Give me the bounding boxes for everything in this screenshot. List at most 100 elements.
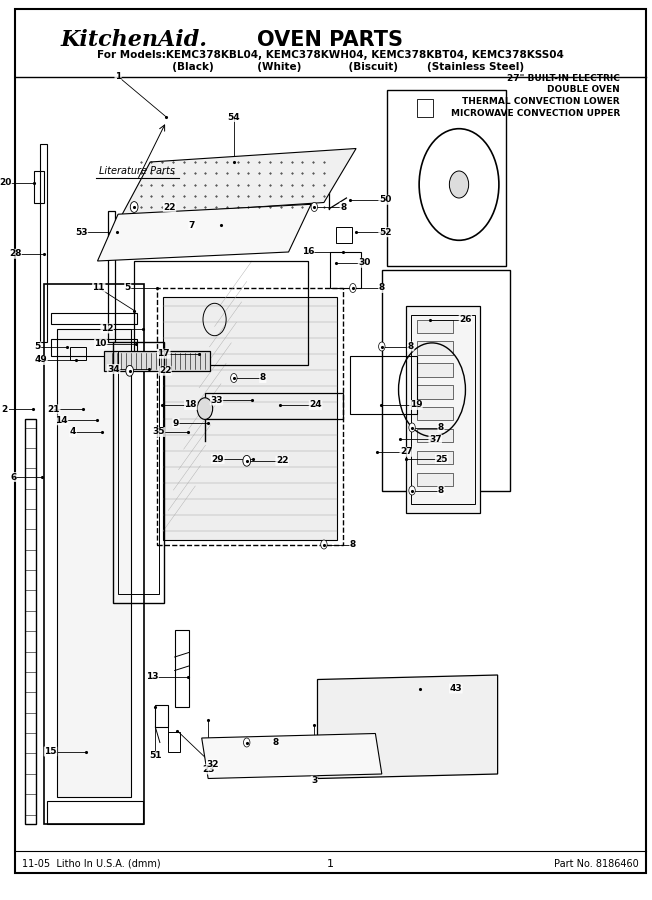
Bar (44, 284, 144, 824)
Bar (406, 306, 481, 513)
Bar (50, 313, 138, 324)
Bar (163, 297, 337, 540)
Text: 6: 6 (10, 472, 16, 482)
Bar (134, 261, 308, 365)
Bar (387, 90, 506, 266)
Text: 20: 20 (0, 178, 12, 187)
Bar (175, 630, 189, 707)
Text: THERMAL CONVECTION LOWER: THERMAL CONVECTION LOWER (462, 97, 620, 106)
Text: 19: 19 (409, 400, 422, 410)
Bar (417, 428, 452, 442)
Circle shape (311, 202, 318, 211)
Bar (40, 144, 48, 342)
Text: 13: 13 (146, 672, 158, 681)
Circle shape (130, 202, 138, 212)
Text: 28: 28 (9, 249, 22, 258)
Text: 11-05  Litho In U.S.A. (dmm): 11-05 Litho In U.S.A. (dmm) (22, 859, 160, 869)
Circle shape (243, 455, 250, 466)
Bar (25, 418, 37, 824)
Bar (417, 451, 452, 464)
Polygon shape (98, 204, 311, 261)
Polygon shape (121, 148, 356, 216)
Text: 24: 24 (309, 400, 322, 410)
Bar (349, 356, 417, 414)
Bar (417, 341, 452, 355)
Text: DOUBLE OVEN: DOUBLE OVEN (547, 86, 620, 94)
Bar (118, 351, 158, 594)
Bar (417, 364, 452, 377)
Text: 8: 8 (273, 738, 279, 747)
Text: 8: 8 (408, 342, 414, 351)
Text: 2: 2 (1, 405, 7, 414)
Polygon shape (201, 734, 382, 778)
Bar (48, 801, 143, 824)
Bar (411, 315, 475, 504)
Bar (57, 328, 131, 796)
Text: 16: 16 (302, 248, 314, 256)
Bar (417, 407, 452, 420)
Text: OVEN PARTS: OVEN PARTS (258, 31, 404, 50)
Circle shape (379, 342, 385, 351)
Bar (155, 705, 168, 727)
Circle shape (409, 486, 415, 495)
Bar (35, 171, 44, 202)
Text: 49: 49 (35, 356, 47, 364)
Text: 22: 22 (163, 202, 176, 211)
Circle shape (231, 374, 237, 382)
Text: 26: 26 (459, 315, 471, 324)
Text: Literature Parts: Literature Parts (99, 166, 175, 176)
Text: 1: 1 (327, 859, 334, 869)
Text: 34: 34 (108, 364, 120, 373)
Text: 7: 7 (189, 220, 195, 230)
Circle shape (349, 284, 356, 292)
Text: 8: 8 (259, 374, 266, 382)
Text: 4: 4 (70, 428, 76, 436)
Text: 3: 3 (311, 776, 318, 785)
Bar (417, 472, 452, 486)
Bar (50, 339, 138, 356)
Text: For Models:KEMC378KBL04, KEMC378KWH04, KEMC378KBT04, KEMC378KSS04: For Models:KEMC378KBL04, KEMC378KWH04, K… (97, 50, 564, 60)
Bar (336, 227, 351, 243)
Bar (417, 320, 452, 333)
Text: 11: 11 (93, 284, 105, 292)
Text: 27: 27 (400, 447, 413, 456)
Text: 53: 53 (75, 228, 87, 237)
Text: 9: 9 (173, 418, 179, 427)
Text: KitchenAid.: KitchenAid. (60, 30, 207, 51)
Bar (331, 252, 361, 288)
Text: 54: 54 (228, 112, 240, 122)
Bar (417, 99, 434, 117)
Bar (205, 393, 343, 419)
Text: MICROWAVE CONVECTION UPPER: MICROWAVE CONVECTION UPPER (451, 109, 620, 118)
Text: 52: 52 (379, 228, 391, 237)
Text: 12: 12 (101, 324, 113, 333)
Text: 32: 32 (207, 760, 219, 769)
Text: 5: 5 (125, 284, 131, 292)
Bar (382, 270, 511, 491)
Text: 33: 33 (210, 396, 223, 405)
Text: Part No. 8186460: Part No. 8186460 (554, 859, 639, 869)
Text: 43: 43 (449, 684, 462, 693)
Text: 21: 21 (48, 405, 60, 414)
Text: 25: 25 (436, 454, 448, 464)
Text: 8: 8 (438, 486, 444, 495)
Text: 1: 1 (115, 72, 121, 81)
Text: 17: 17 (157, 349, 170, 358)
Circle shape (243, 738, 250, 747)
Text: 23: 23 (202, 765, 215, 774)
Text: 27" BUILT-IN ELECTRIC: 27" BUILT-IN ELECTRIC (507, 74, 620, 83)
Text: 8: 8 (379, 284, 385, 292)
Text: 8: 8 (349, 540, 356, 549)
Bar (108, 212, 115, 342)
Text: (Black)            (White)             (Biscuit)        (Stainless Steel): (Black) (White) (Biscuit) (Stainless Ste… (136, 61, 524, 72)
Text: 18: 18 (185, 400, 197, 410)
Text: 37: 37 (429, 435, 441, 444)
Bar (156, 288, 343, 544)
Text: 14: 14 (55, 416, 68, 425)
Text: 51: 51 (149, 752, 162, 760)
Circle shape (197, 398, 213, 419)
Text: 22: 22 (159, 366, 171, 375)
Text: 10: 10 (95, 339, 107, 348)
Text: 35: 35 (153, 428, 165, 436)
Bar (417, 385, 452, 399)
